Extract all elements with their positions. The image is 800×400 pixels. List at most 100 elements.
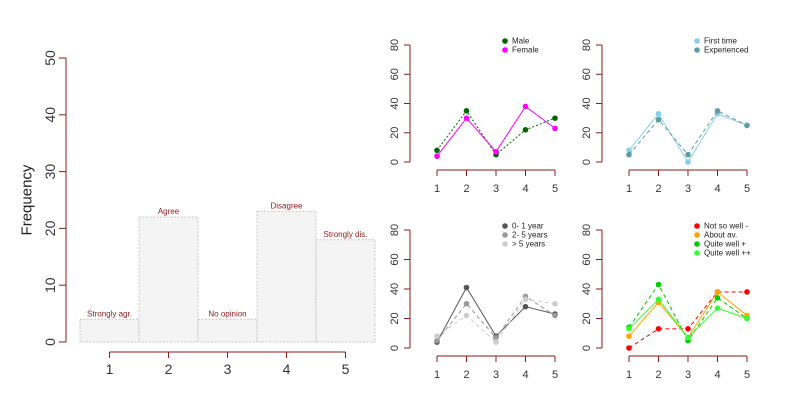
y-axis-label: Frequency [19,164,36,235]
y-tick-label: 80 [581,39,593,51]
data-point [685,334,691,341]
data-point [685,151,691,158]
x-tick-label: 2 [655,369,661,381]
series-line [436,109,556,156]
legend-label: > 5 years [512,240,545,249]
data-point [714,305,721,311]
data-point [552,312,558,319]
legend-marker [502,47,508,53]
x-tick-label: 2 [655,183,661,195]
data-point [655,110,662,117]
y-tick-label: 0 [581,159,593,165]
y-tick-label: 80 [389,224,401,236]
legend-marker [694,38,700,44]
legend-label: Female [512,46,539,55]
y-tick-label: 60 [581,68,593,80]
legend-marker [694,241,700,247]
y-tick-label: 50 [42,50,58,66]
y-tick-label: 0 [581,345,593,351]
data-point [655,296,662,303]
x-tick-label: 3 [685,183,691,195]
legend-marker [502,38,508,44]
data-point [626,345,632,351]
x-tick-label: 4 [522,183,528,195]
data-point [626,151,632,158]
legend-label: About av. [704,231,737,240]
y-tick-label: 40 [389,283,401,295]
y-tick-label: 80 [581,224,593,236]
data-point [463,115,470,121]
y-tick-label: 40 [581,283,593,295]
x-tick-label: 4 [283,361,291,377]
data-point [463,300,470,307]
legend-label: Experienced [704,46,748,55]
x-tick-label: 5 [552,183,558,195]
data-point [685,326,691,332]
data-point [434,337,440,344]
data-point [714,108,721,114]
x-tick-label: 1 [434,369,440,381]
x-tick-label: 5 [744,183,750,195]
x-tick-label: 5 [552,369,558,381]
y-tick-label: 60 [389,68,401,80]
legend-marker [694,232,700,238]
data-point [552,125,558,132]
series-line [436,298,556,343]
legend-marker [694,223,700,229]
data-point [552,300,558,307]
bar [315,239,376,343]
y-tick-label: 40 [389,97,401,109]
data-point [744,289,750,295]
x-tick-label: 5 [744,369,750,381]
y-tick-label: 30 [42,164,58,180]
y-tick-label: 80 [389,39,401,51]
legend-marker [502,232,508,238]
series-line [436,105,556,157]
bar-chart: 0 10 20 30 40 50 Frequency 1 2 3 4 5 Strongly agr. Ag… [19,50,376,377]
data-point [434,153,440,159]
data-point [434,333,440,340]
data-point [493,334,499,341]
bar [79,318,140,343]
y-tick-label: 20 [581,127,593,139]
x-tick-label: 1 [626,369,632,381]
bar-label: No opinion [208,309,246,318]
data-point [493,148,499,155]
data-point [626,326,632,332]
data-point [655,281,662,288]
x-tick-label: 2 [165,361,173,377]
data-point [714,295,721,301]
data-point [655,326,662,332]
data-point [522,127,529,133]
bar-label: Strongly dis. [323,230,367,239]
y-tick-label: 20 [389,127,401,139]
data-point [434,147,440,154]
data-point [685,159,691,165]
data-point [463,284,470,291]
legend-label: 2- 5 years [512,231,548,240]
y-tick-label: 0 [389,345,401,351]
x-tick-label: 2 [463,369,469,381]
legend-marker [502,223,508,229]
x-tick-label: 1 [626,183,632,195]
x-tick-label: 3 [685,369,691,381]
data-point [655,116,662,123]
x-tick-label: 5 [342,361,350,377]
y-tick-label: 60 [581,253,593,265]
y-tick-label: 10 [42,277,58,293]
legend-label: Quite well ++ [704,249,751,258]
data-point [714,289,721,295]
series-line [628,110,748,156]
y-tick-label: 40 [42,107,58,123]
x-tick-label: 3 [224,361,232,377]
legend-label: 0- 1 year [512,222,544,231]
series-line [628,298,748,339]
legend-marker [502,241,508,247]
bar-label: Agree [158,207,180,216]
data-point [626,333,632,340]
x-tick-label: 4 [714,183,720,195]
data-point [744,315,750,322]
